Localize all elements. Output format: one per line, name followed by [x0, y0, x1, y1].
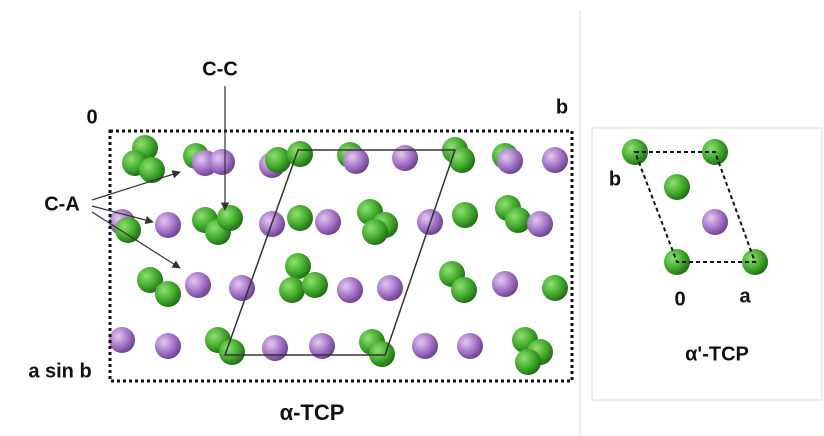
label: a	[739, 285, 751, 307]
label: b	[609, 168, 621, 190]
green-atom	[219, 339, 245, 365]
purple-atom	[702, 209, 728, 235]
label: a sin b	[28, 360, 91, 382]
green-atom	[139, 157, 165, 183]
figure: C-C 0 b C-A a sin b α-TCP b 0 a α'-TCP	[0, 0, 824, 436]
purple-atom	[392, 145, 418, 171]
purple-atom	[492, 271, 518, 297]
green-atom	[155, 281, 181, 307]
arrow	[92, 172, 180, 200]
green-atom	[542, 275, 568, 301]
atoms	[109, 135, 768, 375]
purple-atom	[262, 335, 288, 361]
purple-atom	[412, 333, 438, 359]
purple-atom	[209, 149, 235, 175]
green-atom	[362, 219, 388, 245]
purple-atom	[155, 212, 181, 238]
label: b	[556, 96, 568, 118]
green-atom	[217, 205, 243, 231]
green-atom	[279, 277, 305, 303]
purple-atom	[377, 275, 403, 301]
cell-outline	[225, 150, 455, 355]
green-atom	[302, 272, 328, 298]
purple-atom	[229, 275, 255, 301]
label: C-A	[44, 193, 80, 215]
green-atom	[287, 141, 313, 167]
purple-atom	[315, 209, 341, 235]
label: C-C	[202, 58, 238, 80]
label: 0	[674, 288, 685, 310]
green-atom	[115, 217, 141, 243]
green-atom	[505, 207, 531, 233]
purple-atom	[155, 333, 181, 359]
title: α'-TCP	[685, 343, 749, 365]
purple-atom	[497, 148, 523, 174]
green-atom	[287, 205, 313, 231]
purple-atom	[109, 327, 135, 353]
green-atom	[452, 202, 478, 228]
purple-atom	[457, 333, 483, 359]
purple-atom	[542, 147, 568, 173]
green-atom	[451, 277, 477, 303]
purple-atom	[337, 277, 363, 303]
green-atom	[265, 147, 291, 173]
purple-atom	[185, 272, 211, 298]
purple-atom	[343, 148, 369, 174]
purple-atom	[527, 211, 553, 237]
right-cell	[635, 152, 755, 262]
label: 0	[86, 106, 97, 128]
green-atom	[664, 174, 690, 200]
green-atom	[515, 349, 541, 375]
title: α-TCP	[280, 400, 345, 425]
green-atom	[449, 147, 475, 173]
green-atom	[369, 341, 395, 367]
